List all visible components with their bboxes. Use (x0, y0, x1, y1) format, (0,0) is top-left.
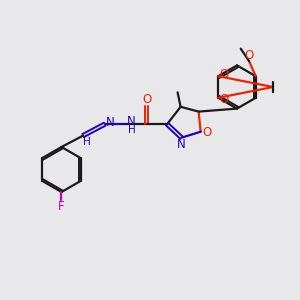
Text: O: O (142, 93, 151, 106)
Text: O: O (202, 126, 211, 139)
Text: O: O (244, 49, 254, 62)
Text: N: N (106, 116, 115, 129)
Text: H: H (83, 137, 91, 147)
Text: N: N (127, 115, 136, 128)
Text: N: N (177, 138, 186, 151)
Text: O: O (220, 93, 229, 106)
Text: H: H (128, 124, 136, 135)
Text: F: F (58, 200, 65, 213)
Text: O: O (220, 68, 229, 81)
